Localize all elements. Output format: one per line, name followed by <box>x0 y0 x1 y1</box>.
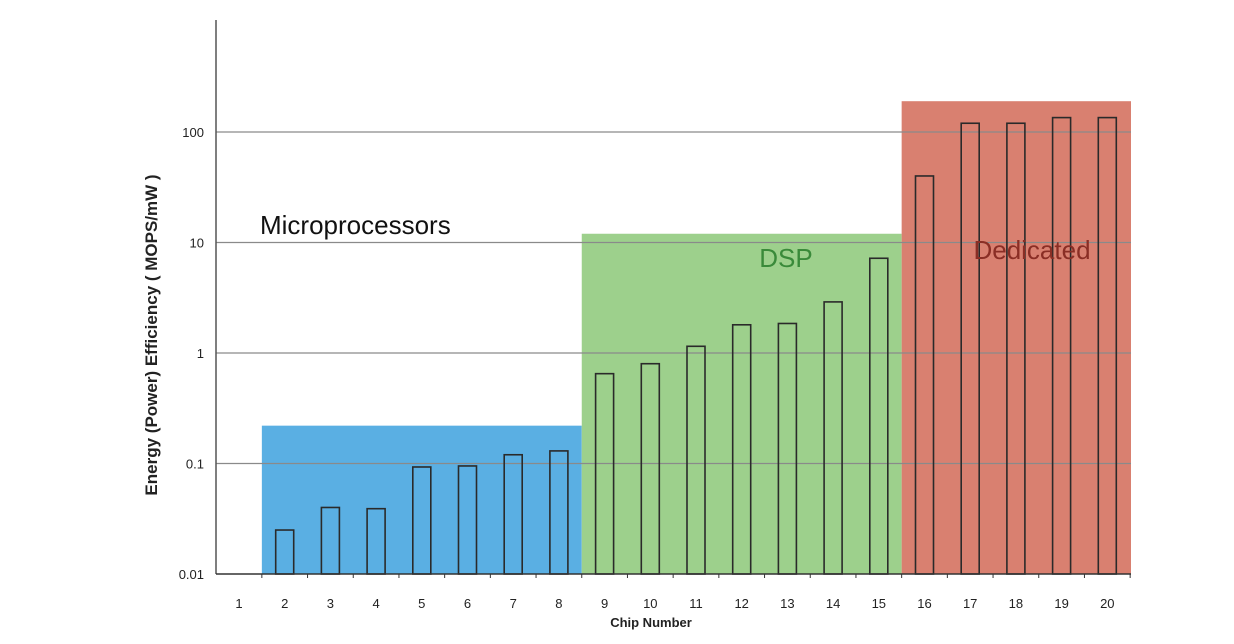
x-tick-label: 4 <box>372 596 379 611</box>
x-tick-label: 14 <box>826 596 840 611</box>
y-tick-label: 0.1 <box>186 457 204 472</box>
y-tick-label: 0.01 <box>179 567 204 582</box>
x-tick-label: 1 <box>235 596 242 611</box>
x-tick-label: 16 <box>917 596 931 611</box>
region-dsp-background <box>581 233 902 574</box>
x-tick-label: 6 <box>464 596 471 611</box>
bars <box>274 116 1118 575</box>
region-dedicated-background <box>901 101 1131 574</box>
x-tick-label: 15 <box>872 596 886 611</box>
y-axis-title: Energy (Power) Efficiency ( MOPS/mW ) <box>142 174 161 495</box>
x-tick-label: 7 <box>510 596 517 611</box>
x-tick-labels: 1 2 3 4 5 6 7 8 9 10 11 12 13 14 15 16 17 18 19 20 <box>235 596 1114 611</box>
x-tick-label: 11 <box>689 596 703 611</box>
x-tick-label: 9 <box>601 596 608 611</box>
x-tick-label: 17 <box>963 596 977 611</box>
y-tick-label: 1 <box>197 346 204 361</box>
region-labels: Microprocessors DSP Dedicated <box>260 210 1091 273</box>
region-backgrounds <box>261 101 1131 574</box>
x-tick-label: 12 <box>734 596 748 611</box>
x-tick-label: 18 <box>1009 596 1023 611</box>
y-tick-label: 100 <box>182 125 204 140</box>
y-tick-label: 10 <box>190 236 204 251</box>
x-tick-label: 5 <box>418 596 425 611</box>
region-label-microprocessors: Microprocessors <box>260 210 451 240</box>
x-tick-label: 10 <box>643 596 657 611</box>
axes <box>215 20 1131 578</box>
x-tick-label: 2 <box>281 596 288 611</box>
region-microprocessors-background <box>261 425 582 574</box>
x-tick-label: 19 <box>1054 596 1068 611</box>
y-tick-labels: 0.01 0.1 1 10 100 <box>179 125 204 582</box>
x-tick-label: 20 <box>1100 596 1114 611</box>
region-label-dedicated: Dedicated <box>973 235 1090 265</box>
x-tick-label: 13 <box>780 596 794 611</box>
x-tick-label: 8 <box>555 596 562 611</box>
region-label-dsp: DSP <box>759 243 812 273</box>
x-axis-title: Chip Number <box>610 615 692 630</box>
x-tick-label: 3 <box>327 596 334 611</box>
